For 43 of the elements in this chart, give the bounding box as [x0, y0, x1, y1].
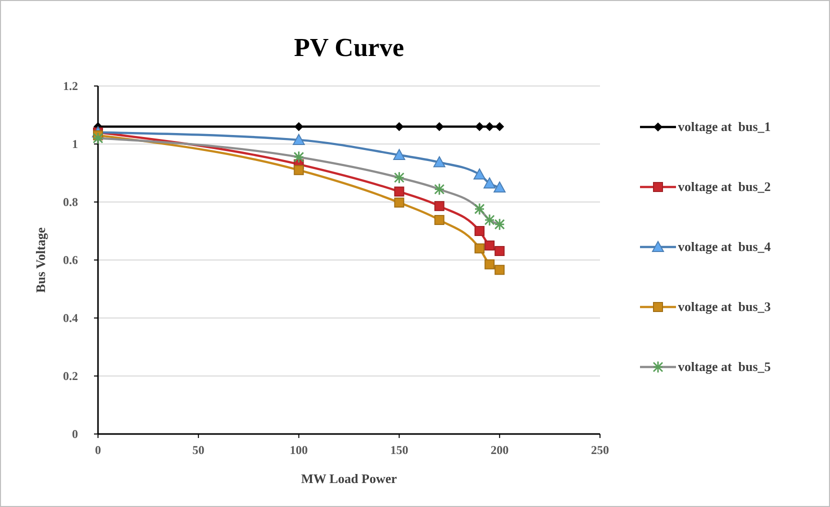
- point: [434, 214, 444, 225]
- point: [484, 240, 495, 250]
- point: [494, 246, 505, 256]
- point: [434, 201, 444, 212]
- y-tick-label: 0.4: [63, 311, 78, 325]
- y-tick-label: 0: [72, 427, 78, 441]
- point: [294, 165, 304, 176]
- y-tick-label: 0.8: [63, 195, 78, 209]
- chart-title: PV Curve: [294, 33, 404, 62]
- x-axis-title: MW Load Power: [301, 471, 398, 486]
- y-tick-label: 0.6: [63, 253, 78, 267]
- point: [484, 259, 495, 270]
- point: [294, 122, 304, 132]
- x-tick-label: 200: [490, 443, 509, 457]
- point: [474, 226, 485, 236]
- legend-label: voltage at bus_2: [678, 179, 771, 194]
- x-tick-label: 100: [290, 443, 308, 457]
- x-tick-label: 0: [95, 443, 101, 457]
- point: [474, 243, 485, 254]
- point: [434, 122, 444, 132]
- point: [494, 264, 505, 275]
- point: [485, 122, 494, 132]
- point: [495, 122, 504, 132]
- x-tick-label: 50: [192, 443, 204, 457]
- y-tick-label: 1: [72, 137, 78, 151]
- point: [394, 122, 404, 132]
- point: [484, 177, 496, 188]
- legend-label: voltage at bus_1: [678, 119, 771, 134]
- point: [474, 168, 486, 180]
- point: [433, 156, 446, 168]
- legend-label: voltage at bus_5: [678, 359, 772, 374]
- x-tick-label: 250: [591, 443, 609, 457]
- y-tick-label: 0.2: [63, 369, 78, 383]
- legend-label: voltage at bus_4: [678, 239, 772, 254]
- point: [292, 134, 305, 145]
- point: [494, 182, 506, 192]
- x-tick-label: 150: [390, 443, 408, 457]
- point: [393, 149, 406, 160]
- y-axis-title: Bus Voltage: [33, 227, 48, 293]
- legend-label: voltage at bus_3: [678, 299, 772, 314]
- point: [394, 198, 404, 208]
- y-tick-label: 1.2: [63, 79, 78, 93]
- point: [394, 186, 404, 197]
